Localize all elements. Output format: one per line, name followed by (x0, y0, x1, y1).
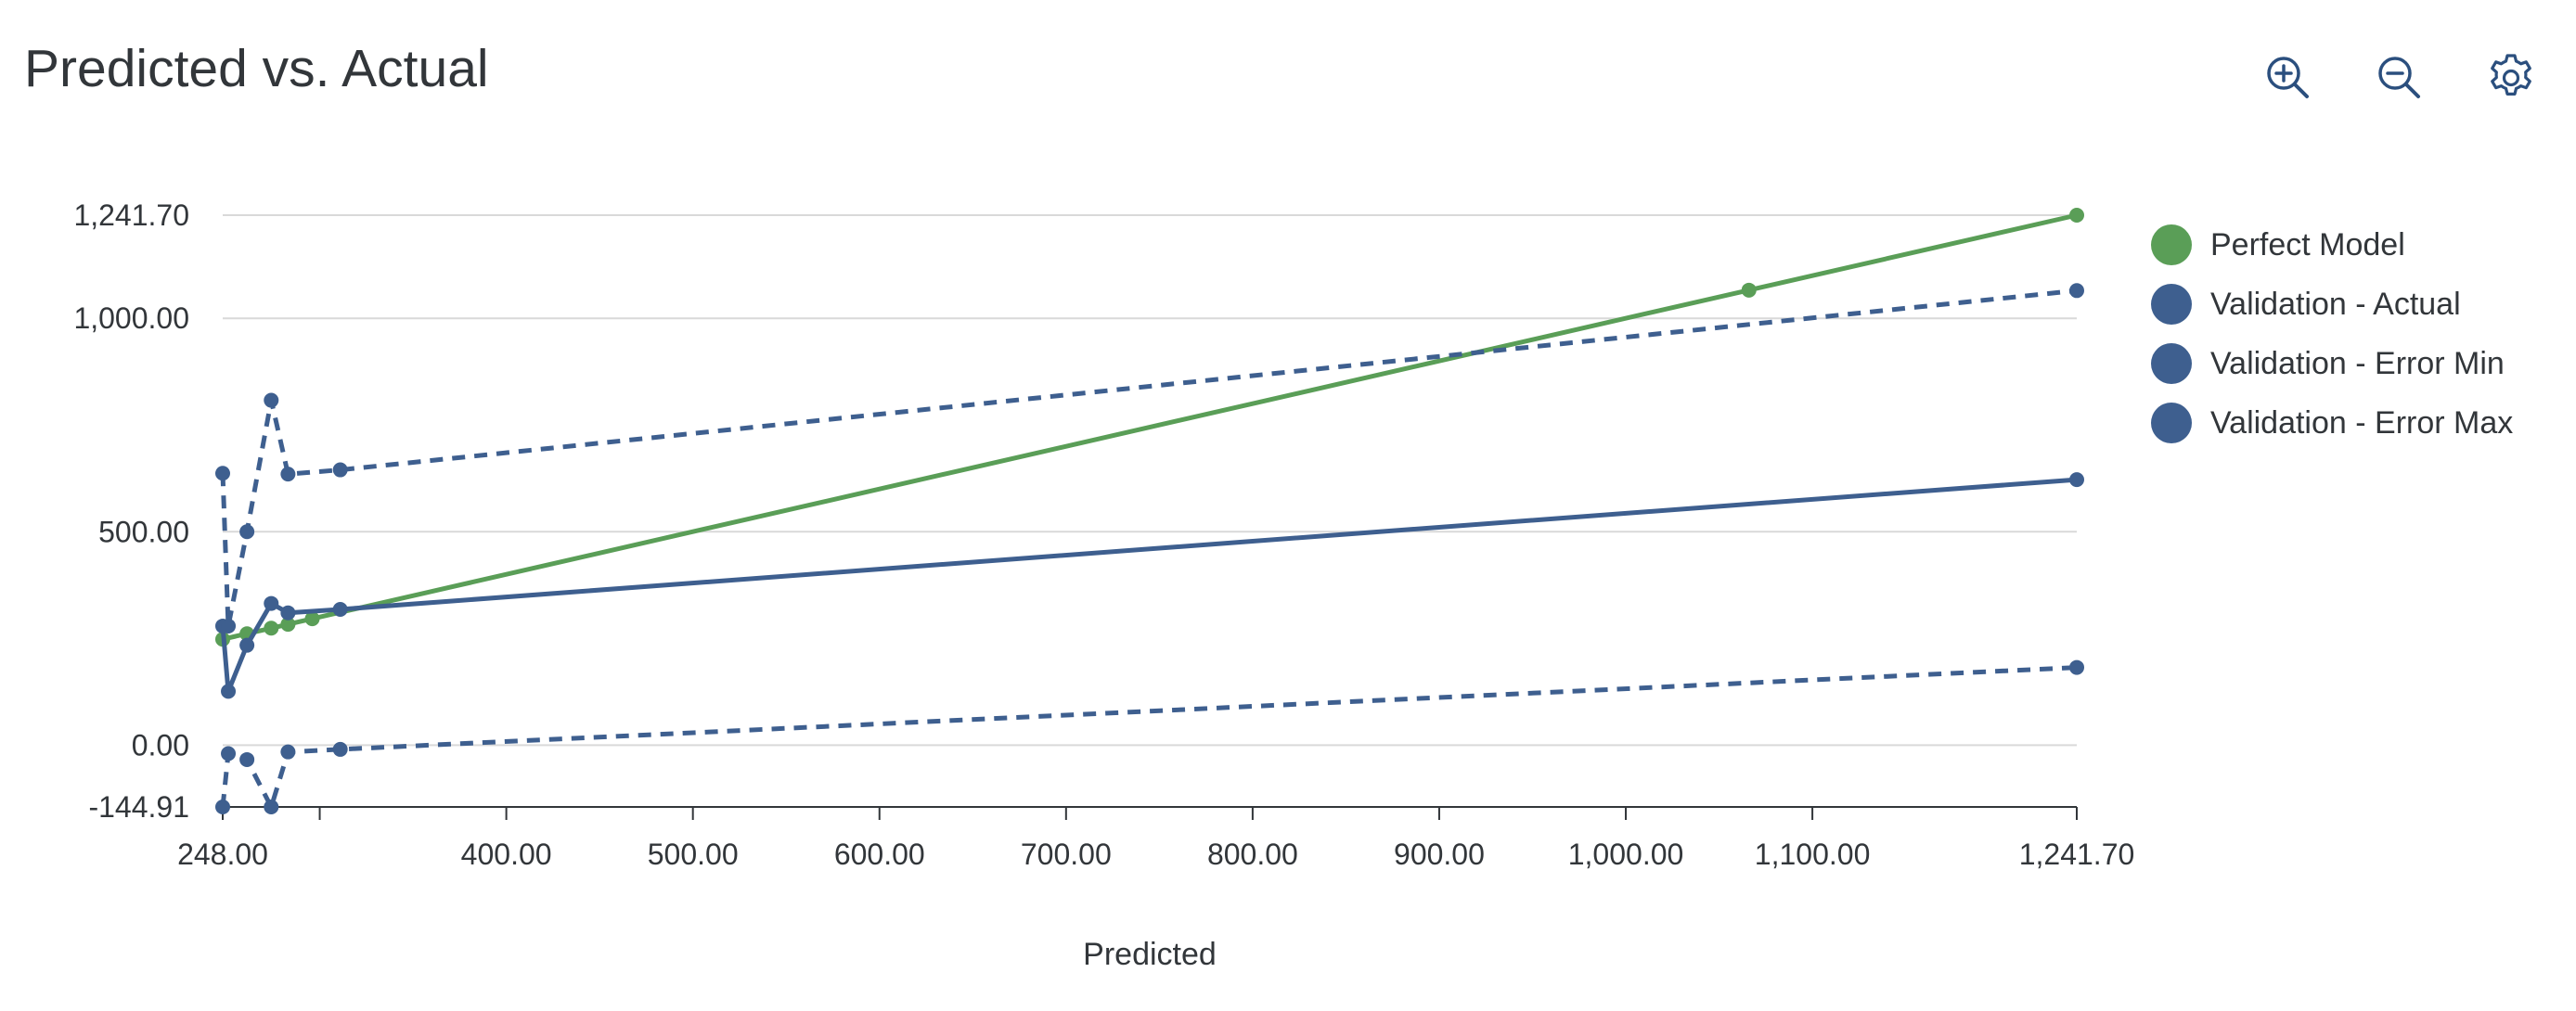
x-tick-label: 1,000.00 (1568, 838, 1684, 871)
data-point (2069, 208, 2084, 223)
data-point (264, 621, 279, 636)
series-perfect-model (215, 208, 2084, 647)
data-point (2069, 283, 2084, 299)
data-point (280, 605, 296, 621)
legend-swatch (2151, 284, 2192, 325)
data-point (239, 751, 255, 767)
legend-item-validation-error-min[interactable]: Validation - Error Min (2151, 334, 2513, 393)
data-point (332, 741, 348, 757)
data-point (280, 744, 296, 760)
legend-swatch (2151, 343, 2192, 384)
data-point (332, 602, 348, 618)
series-validation-error-min (215, 659, 2084, 814)
data-point (221, 618, 237, 633)
legend-swatch (2151, 403, 2192, 443)
y-tick-label: 1,000.00 (73, 301, 189, 335)
x-tick-label: 1,100.00 (1755, 838, 1871, 871)
data-point (1741, 282, 1757, 298)
gear-icon (2491, 54, 2531, 96)
x-tick-label: 1,241.70 (2019, 838, 2135, 871)
axes: -144.91 0.00 500.00 1,000.00 1,241.70 248.00 4… (73, 198, 2134, 871)
series-validation-error-max (215, 283, 2084, 633)
series (215, 208, 2084, 814)
data-point (280, 467, 296, 482)
series-line (220, 477, 2078, 694)
legend-label: Validation - Error Min (2210, 345, 2505, 381)
zoom-out-icon (2378, 57, 2420, 98)
data-point (332, 462, 348, 478)
data-point (2069, 472, 2084, 488)
data-point (264, 595, 279, 611)
y-tick-label: -144.91 (88, 790, 189, 824)
chart-header: Predicted vs. Actual (0, 0, 2576, 158)
zoom-in-button[interactable] (2260, 50, 2316, 106)
grid (223, 214, 2077, 747)
legend-item-validation-error-max[interactable]: Validation - Error Max (2151, 393, 2513, 453)
x-tick-label: 800.00 (1207, 838, 1298, 871)
x-tick-label: 700.00 (1021, 838, 1112, 871)
zoom-out-button[interactable] (2372, 50, 2428, 106)
data-point (239, 637, 255, 653)
x-tick-label: 400.00 (461, 838, 552, 871)
legend-swatch (2151, 224, 2192, 265)
series-validation-actual (215, 472, 2084, 699)
series-line (222, 212, 2078, 642)
data-point (2069, 659, 2084, 675)
series-line (220, 665, 2078, 810)
data-point (264, 800, 279, 814)
settings-button[interactable] (2483, 50, 2539, 106)
y-tick-label: 0.00 (132, 728, 189, 761)
legend-label: Validation - Actual (2210, 286, 2461, 322)
data-point (304, 611, 320, 627)
data-point (215, 800, 230, 814)
data-point (264, 392, 279, 408)
data-point (221, 746, 237, 761)
data-point (239, 524, 255, 540)
data-point (215, 466, 230, 481)
x-tick-label: 500.00 (648, 838, 739, 871)
legend-label: Perfect Model (2210, 226, 2405, 262)
legend: Perfect Model Validation - Actual Valida… (2151, 215, 2513, 453)
legend-item-validation-actual[interactable]: Validation - Actual (2151, 275, 2513, 334)
y-tick-label: 1,241.70 (73, 198, 189, 232)
y-tick-label: 500.00 (98, 515, 189, 548)
legend-item-perfect-model[interactable]: Perfect Model (2151, 215, 2513, 275)
x-tick-label: 248.00 (177, 838, 268, 871)
zoom-in-icon (2267, 57, 2309, 98)
x-axis-title: Predicted (1083, 937, 1217, 972)
data-point (221, 684, 237, 699)
x-tick-label: 600.00 (834, 838, 925, 871)
chart-title: Predicted vs. Actual (24, 39, 489, 98)
data-point (280, 617, 296, 633)
x-tick-label: 900.00 (1394, 838, 1485, 871)
legend-label: Validation - Error Max (2210, 404, 2514, 441)
